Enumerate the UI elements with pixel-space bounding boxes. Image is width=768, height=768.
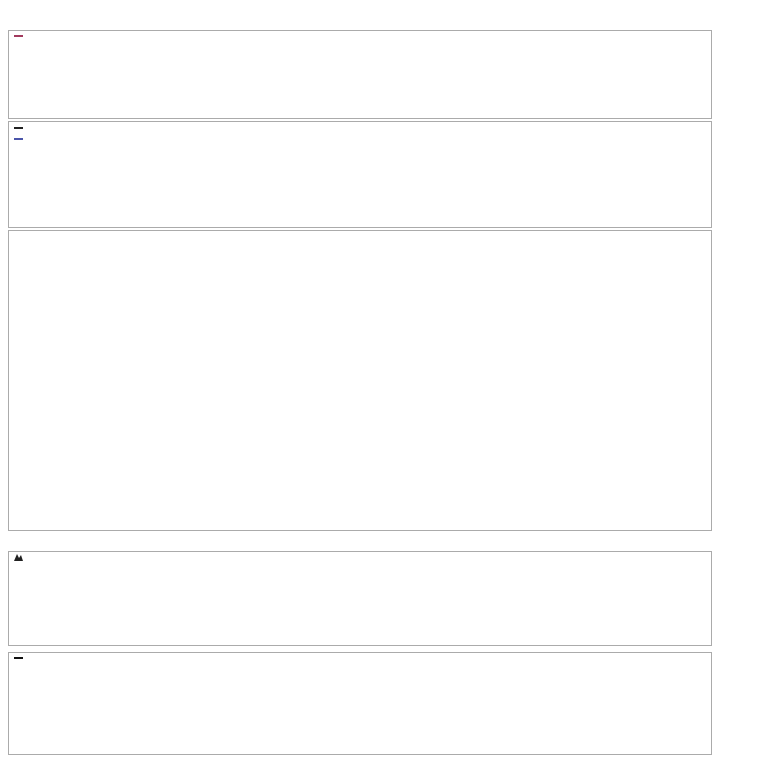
rsi-plot	[9, 552, 712, 646]
rrg-panel	[8, 30, 712, 119]
price-plot	[9, 231, 712, 531]
ratio-legend	[14, 123, 26, 144]
rsi-panel	[8, 551, 712, 646]
ratio-swatch-icon	[14, 127, 23, 129]
x-axis-labels-lower	[0, 757, 768, 768]
rrg-legend	[14, 31, 30, 42]
rs-ratio-swatch-icon	[14, 35, 23, 37]
macd-legend	[14, 653, 26, 664]
ratio-plot	[9, 122, 712, 228]
rsi-icon	[14, 554, 23, 561]
chart-header	[8, 3, 14, 17]
rrg-plot	[9, 31, 712, 119]
rsi-legend	[14, 552, 26, 563]
price-panel	[8, 230, 712, 531]
macd-panel	[8, 652, 712, 755]
macd-plot	[9, 653, 712, 755]
ratio-ma-swatch-icon	[14, 137, 23, 140]
macd-swatch-icon	[14, 657, 23, 659]
ratio-panel	[8, 121, 712, 228]
x-axis-labels-upper	[0, 534, 768, 545]
quote-bar	[723, 15, 758, 25]
